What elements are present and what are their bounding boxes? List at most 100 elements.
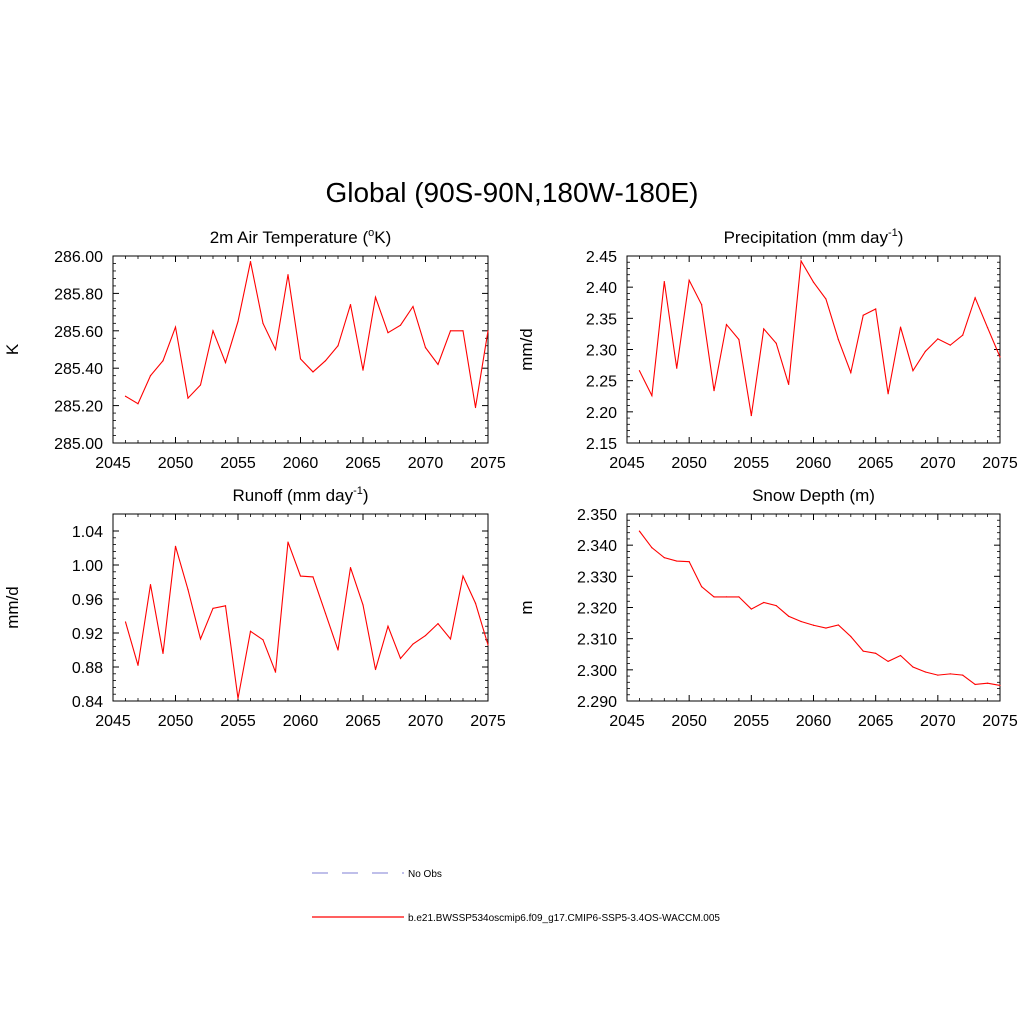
data-point <box>174 326 177 328</box>
data-point <box>825 627 827 629</box>
data-point <box>299 358 302 360</box>
y-tick-label: 1.00 <box>72 558 103 575</box>
y-tick-label: 2.340 <box>577 538 617 555</box>
data-point <box>337 345 339 347</box>
x-tick-label: 2065 <box>345 713 381 730</box>
data-point <box>999 356 1001 358</box>
x-tick-label: 2045 <box>95 455 131 472</box>
data-point <box>137 664 139 666</box>
data-point <box>651 395 653 397</box>
data-point <box>999 684 1001 687</box>
x-tick-label: 2075 <box>982 713 1018 730</box>
data-point <box>362 369 364 371</box>
data-point <box>262 639 264 641</box>
data-point <box>199 638 202 640</box>
data-point <box>713 596 715 598</box>
series-line <box>638 259 1001 416</box>
data-point <box>212 330 214 332</box>
data-point <box>262 322 264 324</box>
data-point <box>474 406 477 409</box>
data-point <box>449 638 452 640</box>
data-point <box>212 607 214 609</box>
data-point <box>312 371 314 373</box>
series-line <box>124 541 489 699</box>
y-tick-label: 285.40 <box>54 361 103 378</box>
panel-title-main: Precipitation (mm day <box>724 228 889 247</box>
data-point <box>349 304 352 306</box>
data-point <box>274 348 277 351</box>
data-point <box>775 605 777 607</box>
data-point <box>924 671 927 673</box>
data-point <box>912 370 914 372</box>
y-tick-label: 2.310 <box>577 632 617 649</box>
data-point <box>149 583 152 586</box>
y-axis-label: K <box>3 343 22 355</box>
data-point <box>800 620 802 623</box>
data-point <box>949 344 951 346</box>
data-point <box>825 298 827 300</box>
data-point <box>837 624 839 626</box>
data-point <box>199 384 202 386</box>
y-axis-label: m <box>517 600 536 614</box>
data-point <box>237 320 239 323</box>
data-point <box>688 279 690 281</box>
data-point <box>412 305 414 308</box>
data-point <box>676 367 678 369</box>
data-point <box>424 634 427 637</box>
data-point <box>688 561 690 563</box>
data-point <box>912 666 914 668</box>
data-point <box>224 361 227 364</box>
x-tick-label: 2055 <box>734 455 770 472</box>
data-point <box>651 547 653 549</box>
data-point <box>324 360 327 362</box>
data-point <box>487 644 489 646</box>
data-point <box>187 589 189 591</box>
data-point <box>812 281 815 283</box>
y-tick-label: 2.300 <box>577 663 617 680</box>
x-tick-label: 2060 <box>796 455 832 472</box>
data-point <box>124 621 127 623</box>
panel-title-main: Snow Depth (m) <box>752 486 875 505</box>
chart-panel-snow-depth: 2045 2050 2055 2060 2065 2070 2075 2.290 2.300 2.… <box>517 486 1018 730</box>
data-point <box>962 674 964 676</box>
data-point <box>362 604 364 606</box>
data-point <box>137 403 139 405</box>
data-point <box>462 330 464 332</box>
y-axis-label: mm/d <box>517 328 536 371</box>
data-point <box>862 314 864 316</box>
data-point <box>788 615 790 617</box>
data-point <box>437 623 439 625</box>
panel-title-superscript: -1 <box>888 227 898 239</box>
chart-panel-precipitation: 2045 2050 2055 2060 2065 2070 2075 2.15 2.20 2.25… <box>517 227 1018 472</box>
series-line <box>638 530 1001 686</box>
data-point <box>676 560 678 562</box>
data-point <box>800 260 802 262</box>
data-point <box>124 395 127 397</box>
data-point <box>750 608 752 610</box>
data-point <box>224 605 227 607</box>
data-point <box>299 575 302 577</box>
x-tick-label: 2065 <box>345 455 381 472</box>
figure-title: Global (90S-90N,180W-180E) <box>325 177 698 208</box>
data-point <box>763 328 765 330</box>
data-point <box>374 296 377 298</box>
data-point <box>887 660 889 663</box>
data-point <box>412 643 414 645</box>
data-point <box>162 360 164 362</box>
data-point <box>763 601 765 604</box>
data-point <box>812 624 815 626</box>
data-point <box>187 397 189 399</box>
data-point <box>725 323 728 326</box>
y-tick-label: 0.84 <box>72 694 103 711</box>
data-point <box>738 596 740 598</box>
data-point <box>462 575 464 577</box>
y-tick-label: 285.00 <box>54 436 103 453</box>
y-tick-label: 2.290 <box>577 694 617 711</box>
y-tick-label: 2.20 <box>586 405 617 422</box>
y-tick-label: 2.25 <box>586 374 617 391</box>
y-tick-label: 2.350 <box>577 507 617 524</box>
y-tick-label: 2.320 <box>577 601 617 618</box>
x-tick-label: 2050 <box>158 455 194 472</box>
x-tick-label: 2055 <box>734 713 770 730</box>
y-tick-label: 285.60 <box>54 324 103 341</box>
